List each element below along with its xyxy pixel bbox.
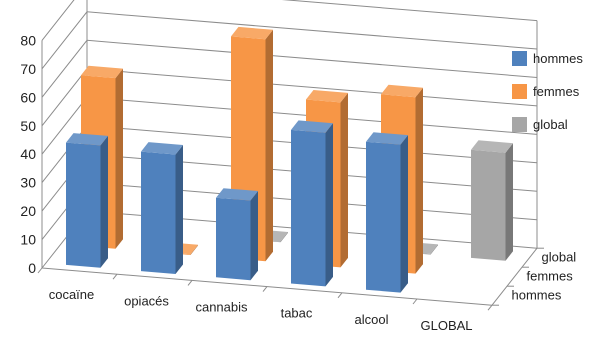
legend-label: hommes [533,51,583,66]
bar-hommes-2 [216,188,258,281]
bar-side [175,145,183,274]
bar-top [141,142,183,155]
y-tick-label: 10 [20,232,36,248]
bar-front [366,141,401,293]
y-tick-label: 30 [20,175,36,191]
bar-side [190,244,198,255]
bar-top [471,140,513,153]
x-category-label: alcool [355,312,389,327]
bar-top [231,26,273,40]
x-axis-category-labels: cocaïne opiacés cannabis tabac alcool GL… [49,287,473,333]
legend: hommes femmes global [512,51,583,132]
depth-axis-label: global [542,250,577,265]
bar-side [430,244,438,255]
y-tick-label: 40 [20,146,36,162]
gridline [41,39,538,98]
y-tick-label: 50 [20,118,36,134]
bar-side [280,232,288,243]
bar-front [216,197,251,281]
gridline [41,0,538,41]
y-tick-label: 60 [20,89,36,105]
x-tick [487,304,493,311]
bar-front [66,142,101,268]
bar-top [381,84,423,98]
gridline [41,11,538,70]
floor-edge [491,247,538,306]
bar-side [100,135,108,268]
bar-side [400,135,408,293]
legend-item: global [512,117,568,132]
bar-front [471,149,506,261]
x-category-label: GLOBAL [420,318,472,333]
bar-front [141,151,176,274]
y-tick-label: 20 [20,203,36,219]
y-tick-label: 70 [20,61,36,77]
bar-hommes-0 [66,133,108,268]
x-tick [262,286,268,292]
x-tick [337,292,343,299]
bar-side [505,143,513,261]
bar-top [216,188,258,201]
x-category-label: opiacés [124,293,169,308]
y-tick-label: 80 [20,32,36,48]
bar-side [415,87,423,274]
x-category-label: tabac [281,306,313,321]
legend-item: femmes [512,84,580,99]
x-category-label: cannabis [195,300,248,315]
x-tick [187,280,193,286]
bar-top [306,90,348,103]
legend-swatch-hommes [512,51,527,66]
depth-axis-label: hommes [512,288,562,303]
bar-side [115,68,123,249]
bar-hommes-3 [291,120,333,287]
bar-front [291,129,326,287]
x-category-label: cocaïne [49,287,95,302]
bar-hommes-4 [366,132,408,293]
y-axis-tick-labels: 0 10 20 30 40 50 60 70 80 [20,32,36,276]
depth-axis-labels: global femmes hommes [512,250,577,303]
legend-label: global [533,117,568,132]
bar-side [265,29,273,262]
x-tick [37,267,43,274]
bar-top [366,132,408,145]
legend-swatch-global [512,117,527,132]
bar-side [325,123,333,287]
bar-top [66,133,108,146]
x-tick [112,273,118,280]
bar-top [81,65,123,79]
legend-label: femmes [533,84,580,99]
y-tick-label: 0 [28,260,36,276]
x-tick [412,298,418,305]
bar-top [291,120,333,133]
bar-global-5 [471,140,513,261]
legend-item: hommes [512,51,583,66]
bar-side [250,191,258,281]
bar-hommes-1 [141,142,183,274]
depth-axis-label: femmes [527,269,574,284]
bars [66,26,513,293]
bar-side [340,92,348,268]
legend-swatch-femmes [512,84,527,99]
